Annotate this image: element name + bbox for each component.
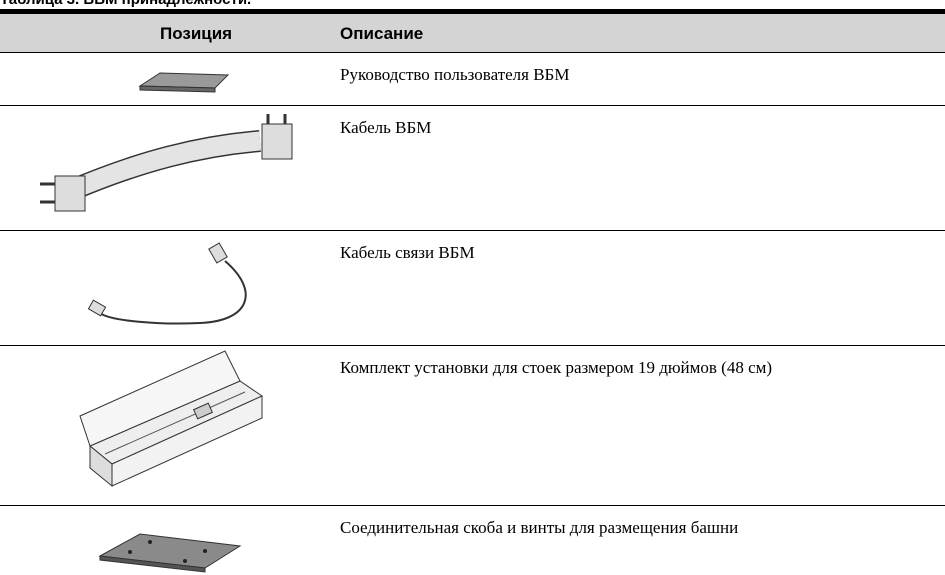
header-cell: Позиция: [160, 24, 233, 43]
cable-icon: [40, 114, 293, 212]
description: Кабель ВБМ: [340, 118, 432, 137]
header-cell: Описание: [340, 24, 424, 43]
top-rule: [0, 9, 945, 14]
table-row: Руководство пользователя ВБМ: [0, 53, 945, 106]
table-row: Соединительная скоба и винты для размеще…: [0, 506, 945, 575]
description: Руководство пользователя ВБМ: [340, 65, 570, 84]
table-header: Позиция Описание: [0, 14, 945, 53]
table-row: Кабель связи ВБМ: [0, 231, 945, 346]
table-row: Комплект установки для стоек размером 19…: [0, 346, 945, 506]
description: Кабель связи ВБМ: [340, 243, 475, 262]
comm-cable-icon: [87, 242, 247, 325]
rack-kit-icon: [79, 350, 264, 488]
table-title: Таблица 3. ВБМ принадлежности.: [0, 0, 251, 8]
manual-icon: [138, 72, 230, 93]
bracket-icon: [98, 533, 242, 573]
description: Комплект установки для стоек размером 19…: [340, 358, 773, 377]
description: Соединительная скоба и винты для размеще…: [340, 518, 739, 537]
table-row: Кабель ВБМ: [0, 106, 945, 231]
